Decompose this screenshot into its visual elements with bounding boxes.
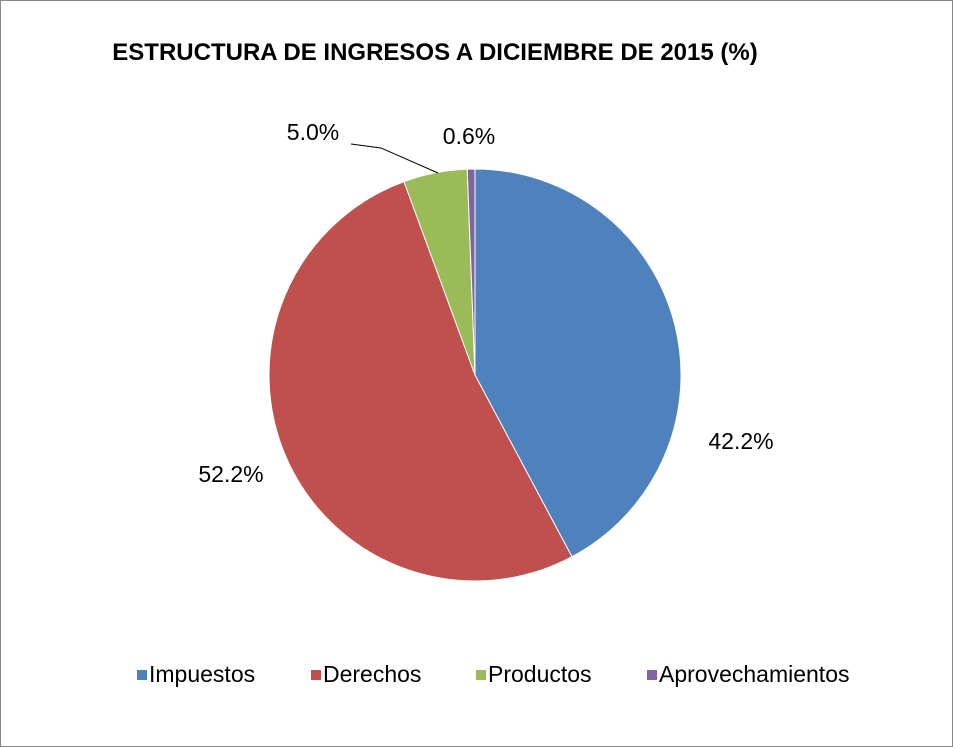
legend-label: Impuestos bbox=[149, 661, 255, 687]
legend-label: Productos bbox=[488, 661, 592, 687]
data-label: 52.2% bbox=[198, 461, 263, 487]
pie-slice bbox=[268, 180, 573, 582]
data-label: 5.0% bbox=[287, 119, 339, 145]
legend-label: Aprovechamientos bbox=[659, 661, 850, 687]
legend-label: Derechos bbox=[323, 661, 421, 687]
legend-swatch bbox=[137, 670, 147, 680]
legend-swatch bbox=[476, 670, 486, 680]
chart-title: ESTRUCTURA DE INGRESOS A DICIEMBRE DE 20… bbox=[112, 39, 758, 66]
legend-swatch bbox=[647, 670, 657, 680]
data-label: 0.6% bbox=[443, 123, 495, 149]
pie-slice bbox=[466, 168, 476, 376]
data-label: 42.2% bbox=[708, 428, 773, 454]
leader-line bbox=[350, 143, 439, 174]
pie-slice bbox=[474, 168, 682, 558]
legend-swatch bbox=[311, 670, 321, 680]
